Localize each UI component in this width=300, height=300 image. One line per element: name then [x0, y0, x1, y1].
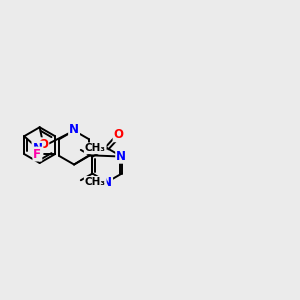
- Text: N: N: [102, 176, 112, 189]
- Text: CH₃: CH₃: [85, 143, 106, 153]
- Text: CH₃: CH₃: [85, 177, 106, 187]
- Text: N: N: [32, 142, 43, 155]
- Text: N: N: [69, 124, 79, 136]
- Text: O: O: [113, 128, 124, 141]
- Text: N: N: [116, 150, 126, 163]
- Text: O: O: [38, 138, 48, 151]
- Text: F: F: [33, 148, 41, 160]
